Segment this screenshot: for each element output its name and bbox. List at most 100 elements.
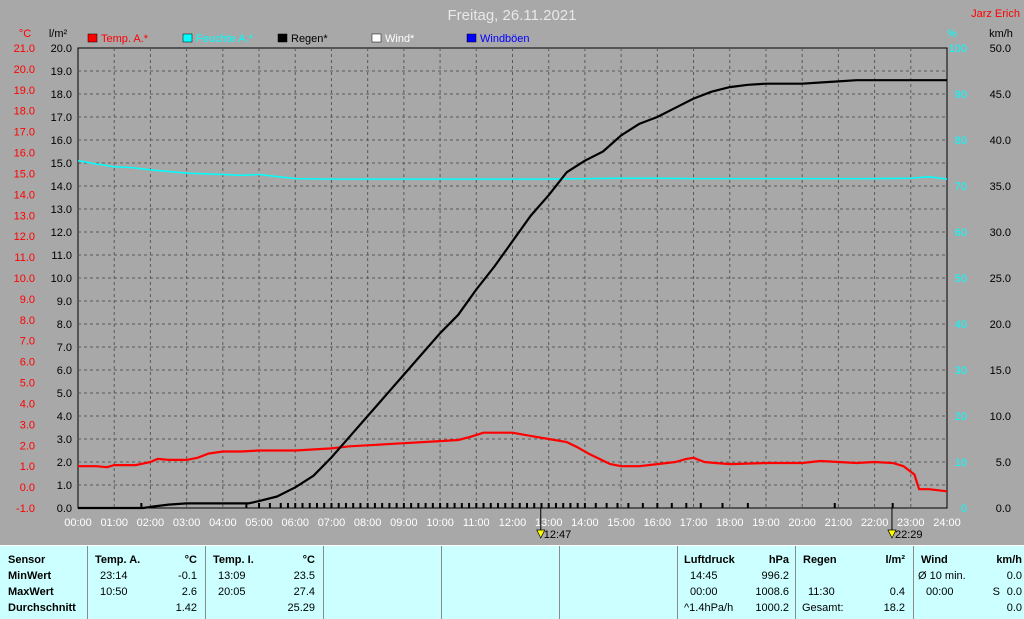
rain-bucket-tick xyxy=(594,503,597,508)
temp-i-title: Temp. I. xyxy=(213,554,254,566)
rain-bucket-tick xyxy=(547,503,550,508)
temp-tick-label: 9.0 xyxy=(20,294,35,306)
rain-bucket-tick xyxy=(489,503,492,508)
humidity-tick-label: 80 xyxy=(955,135,967,147)
wind-title: Wind xyxy=(921,554,948,566)
rain-tick-label: 17.0 xyxy=(51,112,72,124)
rain-bucket-tick xyxy=(576,503,579,508)
temp-tick-label: 17.0 xyxy=(14,127,35,139)
rain-bucket-tick xyxy=(330,503,333,508)
pressure-trend: 1000.2 xyxy=(755,602,789,614)
x-tick-label: 12:00 xyxy=(499,517,527,529)
x-tick-label: 24:00 xyxy=(933,517,961,529)
x-axis: 00:00 01:00 02:00 03:00 04:00 05:00 06:00 07:00… xyxy=(64,508,961,541)
rain-tick-label: 13.0 xyxy=(51,204,72,216)
temp-tick-label: 5.0 xyxy=(20,378,35,390)
rain-bucket-tick xyxy=(245,503,248,508)
rain-total-label: Gesamt: xyxy=(802,602,844,614)
series-layer xyxy=(77,79,948,510)
rain-bucket-tick xyxy=(569,503,572,508)
rain-tick-label: 19.0 xyxy=(51,66,72,78)
rain-bucket-tick xyxy=(699,503,702,508)
rain-bucket-tick xyxy=(482,503,485,508)
wind-max-time: 00:00 xyxy=(926,586,954,598)
rain-bucket-tick xyxy=(511,503,514,508)
pressure-unit: hPa xyxy=(768,554,789,566)
legend-label: Windböen xyxy=(480,33,530,45)
x-tick-label: 10:00 xyxy=(426,517,454,529)
x-tick-label: 07:00 xyxy=(318,517,346,529)
pressure-min: 996.2 xyxy=(761,570,789,582)
rain-tick-label: 20.0 xyxy=(51,43,72,55)
temp-a-column: Temp. A. °C 23:14 -0.1 10:50 2.6 1.42 xyxy=(88,546,206,619)
wind-tick-label: 15.0 xyxy=(990,365,1011,377)
temp-tick-label: 19.0 xyxy=(14,85,35,97)
rain-bucket-tick xyxy=(670,503,673,508)
legend-label: Wind* xyxy=(385,33,415,45)
rain-bucket-tick xyxy=(417,503,420,508)
x-tick-label: 06:00 xyxy=(281,517,309,529)
rain-bucket-tick xyxy=(366,503,369,508)
wind-max-dir: S xyxy=(992,586,1000,598)
x-tick-label: 19:00 xyxy=(752,517,780,529)
rain-time: 11:30 xyxy=(808,586,835,598)
x-tick-label: 20:00 xyxy=(788,517,816,529)
temp-tick-label: 1.0 xyxy=(20,461,35,473)
temp-i-unit: °C xyxy=(302,554,315,566)
pressure-title: Luftdruck xyxy=(684,554,735,566)
rain-bucket-tick xyxy=(410,503,413,508)
temp-tick-label: 21.0 xyxy=(14,43,35,55)
humidity-unit-label: % xyxy=(947,28,957,40)
rain-bucket-tick xyxy=(540,503,543,508)
humidity-tick-label: 30 xyxy=(955,365,967,377)
max-label: MaxWert xyxy=(8,586,54,598)
temp-tick-label: 16.0 xyxy=(14,148,35,160)
rain-tick-label: 2.0 xyxy=(57,457,72,469)
legend-swatch xyxy=(87,33,98,43)
temp-a-title: Temp. A. xyxy=(95,554,141,566)
temp-i-max: 27.4 xyxy=(293,586,315,598)
chart-title: Freitag, 26.11.2021 xyxy=(448,7,577,24)
legend-label: Regen* xyxy=(291,33,328,45)
temp-a-avg: 1.42 xyxy=(175,602,197,614)
x-tick-label: 15:00 xyxy=(607,517,635,529)
temp-tick-label: 8.0 xyxy=(20,315,35,327)
temp-tick-label: 2.0 xyxy=(20,440,35,452)
temp-tick-label: 14.0 xyxy=(14,189,35,201)
rain-bucket-tick xyxy=(359,503,362,508)
humidity-tick-label: 70 xyxy=(955,181,967,193)
time-marker-label: 22:29 xyxy=(895,529,923,541)
x-tick-label: 21:00 xyxy=(825,517,853,529)
rain-tick-label: 11.0 xyxy=(51,250,72,262)
rain-bucket-tick xyxy=(258,503,261,508)
rain-bucket-tick xyxy=(504,503,507,508)
rain-bucket-tick xyxy=(279,503,282,508)
temp-i-max-time: 20:05 xyxy=(218,586,246,598)
rain-tick-label: 10.0 xyxy=(51,273,72,285)
temp-i-min: 23.5 xyxy=(293,570,315,582)
x-tick-label: 09:00 xyxy=(390,517,418,529)
empty-column-1 xyxy=(324,546,442,619)
rain-bucket-tick xyxy=(294,503,297,508)
wind-tick-label: 40.0 xyxy=(990,135,1011,147)
humidity-tick-label: 20 xyxy=(955,411,967,423)
pressure-max-time: 00:00 xyxy=(690,586,718,598)
y-axes: 21.0 20.0 19.0 18.0 17.0 16.0 15.0 14.0 13.0 12.0… xyxy=(14,43,1011,515)
temp-i-avg: 25.29 xyxy=(287,602,315,614)
pressure-trend-label: ^1.4hPa/h xyxy=(684,602,734,614)
temp-tick-label: 11.0 xyxy=(14,252,35,264)
wind-unit: km/h xyxy=(996,554,1022,566)
rain-bucket-tick xyxy=(431,503,434,508)
rain-bucket-tick xyxy=(891,503,894,508)
rain-tick-label: 9.0 xyxy=(57,296,72,308)
rain-bucket-tick xyxy=(268,503,271,508)
humidity-tick-label: 40 xyxy=(955,319,967,331)
wind-tick-label: 20.0 xyxy=(990,319,1011,331)
rain-bucket-tick xyxy=(616,503,619,508)
temp-i-column: Temp. I. °C 13:09 23.5 20:05 27.4 25.29 xyxy=(206,546,324,619)
rain-bucket-tick xyxy=(287,503,290,508)
temp-tick-label: -1.0 xyxy=(16,503,35,515)
rain-bucket-tick xyxy=(468,503,471,508)
rain-bucket-tick xyxy=(605,503,608,508)
rain-unit: l/m² xyxy=(885,554,905,566)
